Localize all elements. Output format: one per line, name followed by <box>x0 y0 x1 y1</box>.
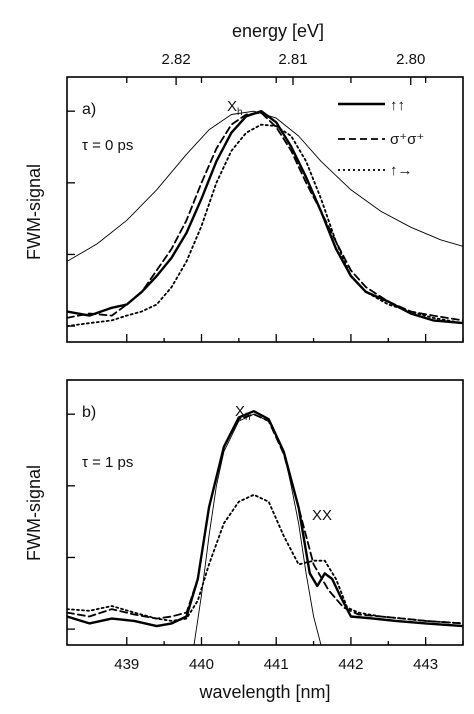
panel-b-series <box>67 410 463 645</box>
panel-a-series <box>67 109 463 328</box>
panel-a-series-dashed <box>67 111 463 322</box>
x-tick-label-443: 443 <box>413 656 438 673</box>
x-tick-label-441: 441 <box>264 656 289 673</box>
panel-b-label: b) <box>82 404 96 421</box>
legend-label-solid: ↑↑ <box>390 97 405 114</box>
x-tick-label-442: 442 <box>338 656 363 673</box>
x-tick-label-440: 440 <box>189 656 214 673</box>
panel-b-xx-label: XX <box>312 507 332 524</box>
panel-b-tau-label: τ = 1 ps <box>82 454 133 471</box>
panel-b-peak-sub: h <box>245 412 251 423</box>
legend: ↑↑ σ⁺σ⁺ ↑→ <box>338 97 424 179</box>
panel-a-tau-label: τ = 0 ps <box>82 137 133 154</box>
panel-b-peak-label: Xh <box>235 403 251 423</box>
panel-a-series-thin <box>67 110 463 262</box>
top-axis-title: energy [eV] <box>232 21 324 41</box>
panel-a-frame <box>66 76 464 343</box>
panel-b-y-axis-title: FWM-signal <box>24 465 44 561</box>
panel-a-peak-label: Xh <box>227 98 243 118</box>
top-tick-label-2.8: 2.80 <box>396 51 425 68</box>
panel-b-x-ticks: 439 440 441 442 443 <box>114 637 464 673</box>
panel-a: a) τ = 0 ps Xh ↑↑ σ⁺σ⁺ ↑→ FWM-signal <box>24 76 464 343</box>
panel-b-series-thin <box>193 413 322 645</box>
panel-a-label: a) <box>82 101 96 118</box>
panel-a-y-axis-title: FWM-signal <box>24 164 44 260</box>
top-axis-ticks: 2.82 2.81 2.80 <box>162 51 425 85</box>
x-axis-title: wavelength [nm] <box>198 682 330 702</box>
panel-b-series-dotted <box>67 493 463 625</box>
panel-b-y-ticks <box>67 413 75 630</box>
panel-b-frame <box>66 379 464 646</box>
panel-a-x-ticks <box>126 77 464 342</box>
x-tick-label-439: 439 <box>114 656 139 673</box>
legend-label-dotted: ↑→ <box>390 162 413 179</box>
panel-a-peak-X: X <box>227 98 237 115</box>
panel-a-y-ticks <box>67 110 75 327</box>
top-tick-label-2.82: 2.82 <box>162 51 191 68</box>
panel-b-series-dashed <box>67 413 463 625</box>
panel-b-series-solid-thick <box>67 410 463 628</box>
panel-a-series-dotted <box>67 123 463 328</box>
panel-a-peak-sub: h <box>237 107 243 118</box>
legend-label-dashed: σ⁺σ⁺ <box>390 131 424 148</box>
top-tick-label-2.81: 2.81 <box>278 51 307 68</box>
panel-b-peak-X: X <box>235 403 245 420</box>
panel-b: 439 440 441 442 443 b) τ = 1 ps Xh XX FWM-si… <box>24 379 464 673</box>
